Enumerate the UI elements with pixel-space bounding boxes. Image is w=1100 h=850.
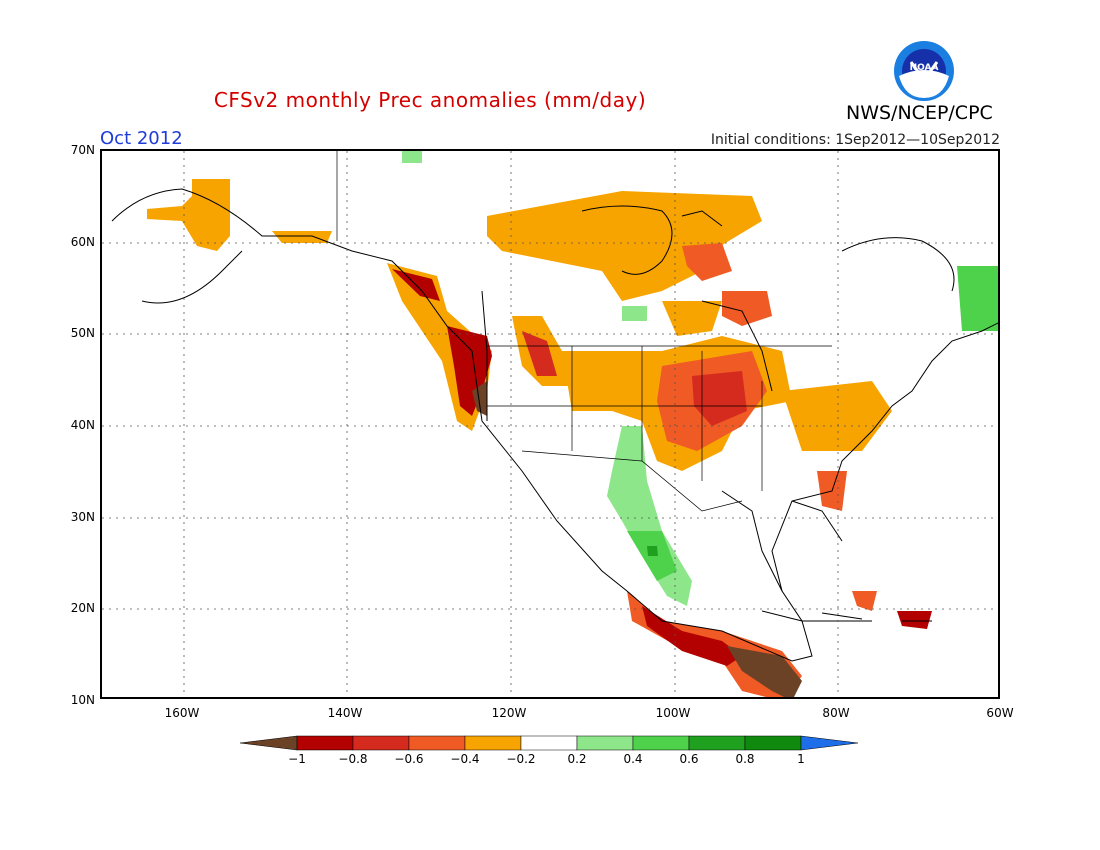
colorbar-label: 0.8 <box>735 752 755 766</box>
coastlines <box>111 188 998 662</box>
borders <box>336 151 832 512</box>
logo-text: NOAA <box>910 63 939 73</box>
colorbar-label: 0.2 <box>567 752 587 766</box>
colorbar-label: −0.6 <box>394 752 424 766</box>
lat-label: 70N <box>70 143 95 157</box>
colorbar <box>240 735 859 751</box>
colorbar-box <box>576 735 634 751</box>
lat-label: 20N <box>70 601 95 615</box>
colorbar-box <box>520 735 578 751</box>
lon-label: 140W <box>327 706 363 720</box>
precip-anomaly-map <box>102 151 998 697</box>
colorbar-box <box>744 735 802 751</box>
graticule <box>102 151 998 697</box>
colorbar-label: −0.4 <box>450 752 480 766</box>
colorbar-box <box>688 735 746 751</box>
lon-label: 60W <box>986 706 1014 720</box>
lat-label: 50N <box>70 326 95 340</box>
colorbar-box <box>632 735 690 751</box>
colorbar-label: 0.6 <box>679 752 699 766</box>
lon-label: 80W <box>822 706 850 720</box>
lon-label: 100W <box>655 706 691 720</box>
colorbar-label: 0.4 <box>623 752 643 766</box>
colorbar-box <box>408 735 466 751</box>
colorbar-label: −0.2 <box>506 752 536 766</box>
chart-title: CFSv2 monthly Prec anomalies (mm/day) <box>213 88 647 112</box>
colorbar-label: −1 <box>288 752 306 766</box>
noaa-logo-icon: NOAA <box>894 41 954 101</box>
colorbar-box <box>296 735 354 751</box>
initial-conditions: Initial conditions: 1Sep2012—10Sep2012 <box>710 132 1000 148</box>
agency-label: NWS/NCEP/CPC <box>846 102 993 124</box>
colorbar-label: −0.8 <box>338 752 368 766</box>
colorbar-label: 1 <box>797 752 805 766</box>
colorbar-box <box>352 735 410 751</box>
forecast-month: Oct 2012 <box>100 128 183 149</box>
anomaly-fields <box>147 151 998 697</box>
colorbar-low-arrow <box>240 735 298 751</box>
colorbar-box <box>464 735 522 751</box>
map-frame <box>100 149 1000 699</box>
lat-label: 10N <box>70 693 95 707</box>
lon-label: 160W <box>164 706 200 720</box>
lat-label: 40N <box>70 418 95 432</box>
lon-label: 120W <box>491 706 527 720</box>
lat-label: 60N <box>70 235 95 249</box>
lat-label: 30N <box>70 510 95 524</box>
colorbar-high-arrow <box>800 735 859 751</box>
